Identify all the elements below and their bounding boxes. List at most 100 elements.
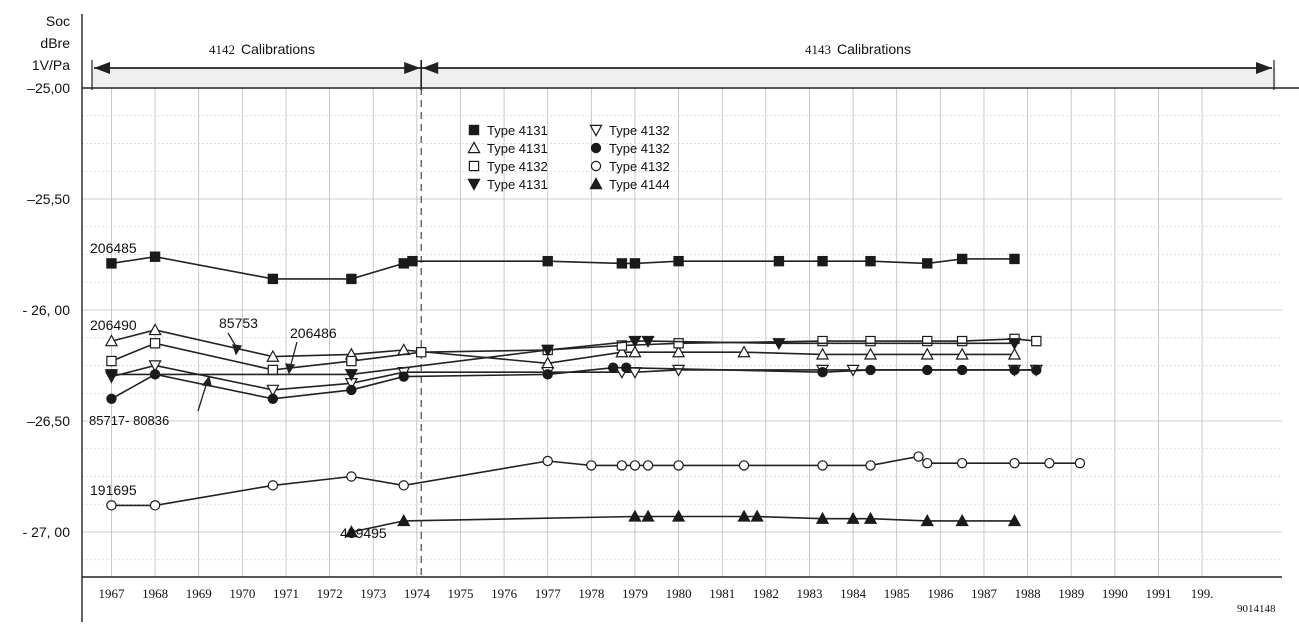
arrow-85717 bbox=[197, 381, 208, 412]
legend: Type 4131 Type 4132 Type 4131 Type 4132 Type… bbox=[467, 123, 670, 192]
label-191695: 191695 bbox=[90, 482, 137, 498]
period-4143-right-arrowhead bbox=[1256, 62, 1272, 74]
legend-label: Type 4132 bbox=[609, 141, 670, 156]
data-point-square-open bbox=[956, 335, 968, 347]
x-tick-label: 1978 bbox=[578, 586, 604, 601]
series-circle-filled bbox=[106, 362, 1042, 404]
data-point-triangle-up-filled bbox=[641, 509, 655, 522]
data-point-square-open bbox=[817, 335, 828, 347]
figure-code: 9014148 bbox=[1237, 603, 1276, 615]
data-point-circle-filled bbox=[542, 369, 553, 380]
x-tick-label: 1979 bbox=[622, 586, 648, 601]
data-point-triangle-down-filled bbox=[628, 335, 642, 348]
data-point-triangle-up-open bbox=[615, 345, 629, 358]
series-triangle-up-filled bbox=[344, 509, 1022, 538]
data-point-triangle-up-open bbox=[628, 345, 642, 358]
annotation-arrows bbox=[197, 332, 298, 412]
x-tick-label: 1990 bbox=[1102, 586, 1128, 601]
data-point-square-filled bbox=[817, 255, 828, 267]
x-tick-label: 1977 bbox=[535, 586, 562, 601]
data-point-triangle-up-open bbox=[104, 334, 119, 347]
x-tick-label: 1975 bbox=[447, 586, 473, 601]
series-circle-open bbox=[106, 451, 1086, 511]
x-tick-label: 1967 bbox=[98, 586, 125, 601]
legend-marker-triangle-down-filled bbox=[467, 178, 481, 191]
data-point-square-open bbox=[922, 335, 933, 347]
data-point-circle-open bbox=[673, 460, 684, 471]
grid bbox=[82, 87, 1282, 577]
x-tick-label: 1987 bbox=[971, 586, 998, 601]
data-point-circle-filled bbox=[106, 393, 117, 404]
y-tick-label: –25,00 bbox=[27, 80, 70, 96]
period-number: 4143 bbox=[805, 42, 831, 57]
legend-marker-triangle-up-open bbox=[467, 141, 481, 154]
series-line bbox=[111, 338, 1037, 371]
data-point-square-filled bbox=[542, 255, 553, 267]
data-point-triangle-up-filled bbox=[397, 514, 411, 527]
y-axis-header-line-2: dBre bbox=[40, 35, 70, 51]
data-point-triangle-down-filled bbox=[1007, 338, 1022, 351]
legend-marker-circle-filled bbox=[590, 142, 602, 154]
data-point-circle-filled bbox=[607, 362, 619, 373]
data-point-circle-open bbox=[398, 480, 409, 491]
arrowhead-85717 bbox=[201, 375, 212, 387]
x-tick-label: 1986 bbox=[927, 586, 954, 601]
data-point-triangle-up-filled bbox=[750, 509, 764, 522]
data-point-triangle-down-filled bbox=[344, 369, 359, 382]
data-point-circle-filled bbox=[956, 364, 968, 376]
x-tick-label: 1984 bbox=[840, 586, 867, 601]
legend-marker-triangle-down-open bbox=[589, 124, 603, 137]
data-point-triangle-up-open bbox=[671, 345, 686, 358]
legend-marker-square-open bbox=[468, 160, 480, 172]
data-point-circle-open bbox=[542, 455, 553, 467]
data-point-triangle-down-filled bbox=[641, 335, 655, 348]
x-tick-label: 199. bbox=[1191, 586, 1214, 601]
data-point-square-open bbox=[1031, 335, 1042, 347]
arrow-206486 bbox=[289, 341, 298, 369]
data-point-triangle-down-filled bbox=[104, 369, 119, 382]
data-point-circle-open bbox=[586, 460, 597, 471]
arrowhead-206486 bbox=[285, 363, 296, 375]
data-point-square-filled bbox=[673, 255, 684, 267]
data-point-triangle-up-open bbox=[737, 345, 751, 358]
data-point-triangle-up-filled bbox=[628, 509, 642, 522]
data-point-triangle-up-filled bbox=[815, 511, 830, 524]
period-label-4142: 4142 Calibrations bbox=[209, 41, 315, 57]
data-point-circle-open bbox=[922, 457, 933, 469]
period-text: Calibrations bbox=[241, 41, 315, 57]
label-85717-80836: 85717- 80836 bbox=[89, 413, 169, 428]
data-point-triangle-up-open bbox=[148, 323, 162, 336]
period-arrows bbox=[91, 60, 1275, 90]
series-layer bbox=[104, 251, 1086, 538]
data-point-circle-open bbox=[616, 460, 628, 471]
data-point-circle-open bbox=[1009, 457, 1020, 469]
y-tick-label: - 26, 00 bbox=[23, 302, 71, 318]
x-tick-label: 1968 bbox=[142, 586, 168, 601]
period-label-4143: 4143 Calibrations bbox=[805, 41, 911, 57]
data-point-triangle-up-open bbox=[955, 347, 969, 360]
data-point-circle-open bbox=[913, 451, 924, 462]
x-tick-label: 1985 bbox=[884, 586, 910, 601]
x-tick-label: 1991 bbox=[1145, 586, 1171, 601]
x-tick-label: 1969 bbox=[186, 586, 212, 601]
legend-label: Type 4131 bbox=[487, 141, 548, 156]
data-point-triangle-up-filled bbox=[863, 511, 878, 524]
data-point-triangle-down-open bbox=[671, 364, 686, 377]
period-4143-left-arrowhead bbox=[422, 62, 439, 74]
series-triangle-down-open bbox=[104, 360, 1043, 397]
data-point-circle-open bbox=[865, 460, 876, 471]
data-point-circle-open bbox=[346, 471, 357, 482]
data-point-square-filled bbox=[267, 273, 279, 285]
y-tick-label: - 27, 00 bbox=[23, 524, 71, 540]
data-point-circle-open bbox=[956, 457, 968, 469]
data-point-circle-filled bbox=[267, 393, 279, 404]
data-point-square-open bbox=[616, 340, 628, 351]
data-point-triangle-up-filled bbox=[737, 509, 751, 522]
data-point-triangle-down-open bbox=[266, 384, 280, 397]
data-point-square-filled bbox=[922, 258, 933, 269]
x-tick-labels: 1967 1968 1969 1970 1971 1972 1973 1974 1975 1976… bbox=[98, 586, 1213, 601]
label-206485: 206485 bbox=[90, 240, 137, 256]
data-point-square-filled bbox=[629, 258, 641, 269]
data-point-square-open bbox=[267, 364, 279, 376]
data-point-square-filled bbox=[398, 258, 409, 269]
